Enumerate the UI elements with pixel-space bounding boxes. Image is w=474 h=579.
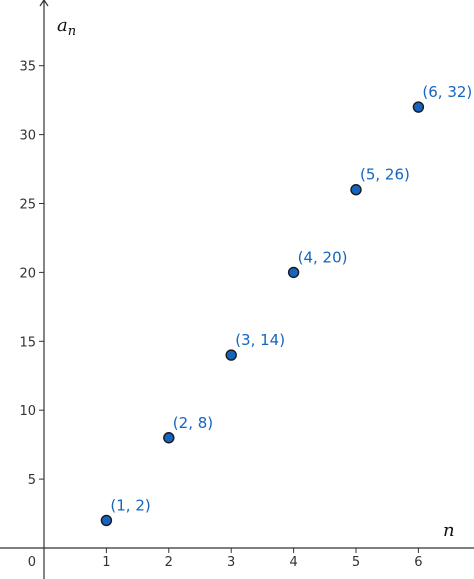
data-point — [412, 101, 425, 113]
point-label: (3, 14) — [235, 331, 285, 349]
data-point — [225, 349, 237, 361]
y-axis-title: an — [57, 15, 76, 39]
point-label: (2, 8) — [173, 414, 213, 432]
y-tick-label: 30 — [19, 129, 36, 144]
x-axis-title: n — [443, 520, 455, 541]
x-tick-label: 4 — [289, 555, 297, 570]
origin-label: 0 — [28, 555, 36, 570]
ticks: 1 2 3 4 5 6 5 10 15 20 25 30 35 — [19, 60, 422, 570]
y-tick-label: 10 — [19, 404, 36, 419]
x-tick-label: 1 — [102, 555, 110, 570]
y-tick-label: 35 — [19, 60, 36, 75]
data-point — [100, 514, 113, 527]
y-axis-title-subscript: n — [68, 24, 76, 39]
point-label: (1, 2) — [110, 496, 150, 514]
x-tick-label: 6 — [414, 555, 422, 570]
y-axis-arrow — [39, 0, 49, 7]
y-axis-title-base: a — [57, 15, 68, 36]
y-tick-label: 15 — [19, 335, 36, 350]
x-tick-label: 2 — [165, 555, 173, 570]
data-point — [350, 184, 362, 196]
data-point — [287, 266, 300, 279]
data-points — [100, 101, 425, 527]
point-label: (6, 32) — [422, 83, 472, 101]
x-tick-label: 5 — [352, 555, 360, 570]
point-label: (5, 26) — [360, 166, 410, 184]
point-labels: (1, 2) (2, 8) (3, 14) (4, 20) (5, 26) (6, 32) — [110, 83, 472, 514]
y-tick-label: 25 — [19, 198, 36, 213]
y-tick-label: 5 — [28, 473, 36, 488]
y-tick-label: 20 — [19, 266, 36, 281]
x-tick-label: 3 — [227, 555, 235, 570]
data-point — [163, 432, 175, 444]
point-label: (4, 20) — [298, 248, 348, 266]
